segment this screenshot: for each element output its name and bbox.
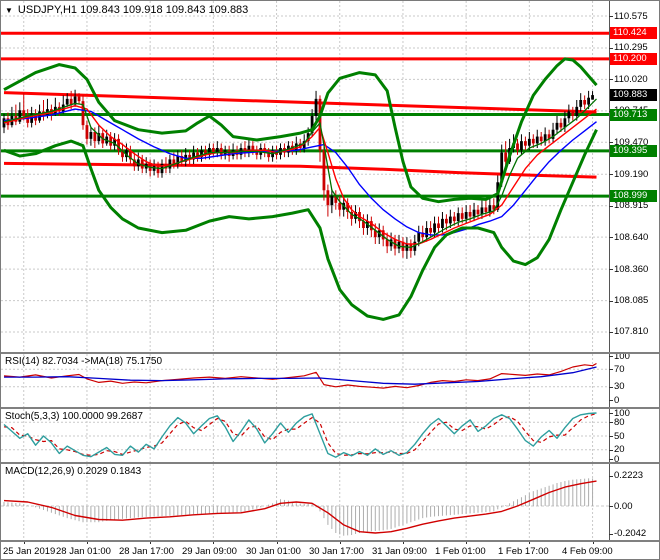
indicator-tick-mark — [609, 387, 613, 388]
price-tick-label: 108.640 — [614, 232, 649, 243]
stoch-indicator-label: Stoch(5,3,3) 100.0000 99.2687 — [5, 411, 143, 422]
indicator-tick-label: 20 — [614, 444, 625, 455]
panel-divider-stoch-macd[interactable] — [1, 462, 659, 464]
indicator-tick-mark — [609, 436, 613, 437]
price-tick-label: 108.915 — [614, 200, 649, 211]
indicator-tick-mark — [609, 422, 613, 423]
time-tick-mark — [277, 541, 278, 544]
macd-panel[interactable] — [1, 464, 609, 541]
price-level-badge: 108.999 — [610, 190, 657, 202]
panel-divider-main-rsi[interactable] — [1, 352, 659, 354]
time-tick-label: 28 Jan 01:00 — [56, 546, 111, 557]
time-tick-mark — [340, 541, 341, 544]
macd-indicator-label: MACD(12,26,9) 0.2029 0.1843 — [5, 466, 142, 477]
time-axis-divider[interactable] — [1, 540, 659, 542]
indicator-tick-mark — [609, 356, 613, 357]
indicator-tick-mark — [609, 413, 613, 414]
time-tick-label: 30 Jan 17:00 — [309, 546, 364, 557]
indicator-tick-mark — [609, 459, 613, 460]
time-tick-mark — [213, 541, 214, 544]
price-tick-label: 109.470 — [614, 137, 649, 148]
price-tick-label: 109.190 — [614, 169, 649, 180]
price-axis-border — [609, 1, 610, 541]
stochastic-panel[interactable] — [1, 409, 609, 463]
price-tick-mark — [609, 332, 613, 333]
indicator-tick-mark — [609, 476, 613, 477]
time-tick-mark — [466, 541, 467, 544]
rsi-panel[interactable] — [1, 354, 609, 408]
time-tick-label: 30 Jan 01:00 — [246, 546, 301, 557]
indicator-tick-label: 0.2223 — [614, 470, 644, 481]
indicator-tick-label: 80 — [614, 417, 625, 428]
indicator-tick-mark — [609, 369, 613, 370]
price-level-badge: 110.200 — [610, 53, 657, 65]
rsi-indicator-label: RSI(14) 82.7034 ->MA(18) 75.1750 — [5, 356, 163, 367]
indicator-tick-mark — [609, 450, 613, 451]
time-tick-label: 28 Jan 17:00 — [119, 546, 174, 557]
time-tick-mark — [87, 541, 88, 544]
price-tick-mark — [609, 174, 613, 175]
indicator-tick-mark — [609, 400, 613, 401]
price-tick-mark — [609, 142, 613, 143]
panel-divider-rsi-stoch[interactable] — [1, 407, 659, 409]
price-tick-label: 110.575 — [614, 11, 648, 22]
indicator-tick-label: 100 — [614, 351, 630, 362]
time-tick-mark — [529, 541, 530, 544]
indicator-tick-label: 30 — [614, 381, 625, 392]
quote-collapse-arrow-icon[interactable]: ▼ — [5, 5, 13, 15]
time-tick-mark — [150, 541, 151, 544]
price-tick-mark — [609, 269, 613, 270]
symbol-ohlc-title: USDJPY,H1 109.843 109.918 109.843 109.88… — [17, 4, 249, 16]
price-level-badge: 110.424 — [610, 27, 657, 39]
indicator-tick-mark — [609, 506, 613, 507]
time-tick-label: 29 Jan 09:00 — [182, 546, 237, 557]
indicator-tick-label: 70 — [614, 364, 625, 375]
indicator-tick-label: 50 — [614, 431, 625, 442]
price-tick-mark — [609, 16, 613, 17]
time-tick-label: 1 Feb 17:00 — [498, 546, 549, 557]
indicator-tick-label: 0.00 — [614, 501, 633, 512]
indicator-tick-mark — [609, 534, 613, 535]
price-tick-mark — [609, 237, 613, 238]
time-tick-label: 25 Jan 2019 — [3, 546, 56, 557]
main-price-chart[interactable] — [1, 1, 609, 353]
chart-quote-header: ▼ USDJPY,H1 109.843 109.918 109.843 109.… — [5, 4, 248, 16]
price-tick-mark — [609, 79, 613, 80]
time-tick-label: 31 Jan 09:00 — [372, 546, 427, 557]
price-tick-label: 110.295 — [614, 42, 648, 53]
price-tick-label: 110.020 — [614, 74, 648, 85]
price-level-badge: 109.395 — [610, 145, 657, 157]
price-tick-label: 108.085 — [614, 295, 649, 306]
indicator-tick-label: 100 — [614, 408, 630, 419]
time-tick-label: 4 Feb 09:00 — [562, 546, 613, 557]
price-tick-mark — [609, 301, 613, 302]
time-tick-label: 1 Feb 01:00 — [435, 546, 486, 557]
price-tick-label: 108.360 — [614, 264, 649, 275]
indicator-tick-label: -0.2042 — [614, 528, 647, 539]
price-tick-mark — [609, 206, 613, 207]
time-tick-mark — [403, 541, 404, 544]
price-level-badge: 109.713 — [610, 109, 657, 121]
indicator-tick-label: 0 — [614, 395, 620, 406]
price-tick-label: 107.810 — [614, 326, 649, 337]
current-price-badge: 109.883 — [610, 89, 657, 101]
price-tick-mark — [609, 48, 613, 49]
time-tick-mark — [593, 541, 594, 544]
indicator-tick-label: 0 — [614, 454, 620, 465]
time-tick-mark — [24, 541, 25, 544]
